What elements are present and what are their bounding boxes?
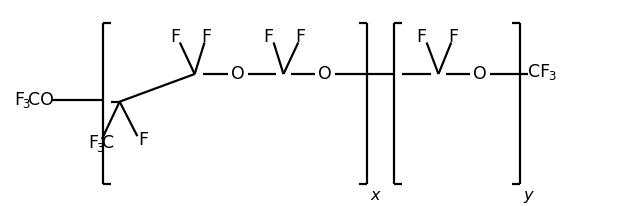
Text: O: O — [473, 65, 487, 83]
Text: CO: CO — [28, 91, 54, 109]
Text: 3: 3 — [96, 142, 103, 154]
Text: O: O — [318, 65, 332, 83]
Text: x: x — [371, 187, 380, 202]
Text: O: O — [231, 65, 245, 83]
Text: F: F — [202, 28, 211, 46]
Text: F: F — [138, 131, 148, 149]
Text: F: F — [14, 91, 24, 109]
Text: 3: 3 — [22, 98, 29, 111]
Text: F: F — [170, 28, 180, 46]
Text: F: F — [264, 28, 274, 46]
Text: C: C — [102, 134, 114, 152]
Text: y: y — [524, 187, 533, 202]
Text: F: F — [88, 134, 98, 152]
Text: F: F — [448, 28, 458, 46]
Text: F: F — [417, 28, 427, 46]
Text: CF: CF — [528, 63, 550, 81]
Text: F: F — [295, 28, 305, 46]
Text: 3: 3 — [548, 70, 556, 83]
